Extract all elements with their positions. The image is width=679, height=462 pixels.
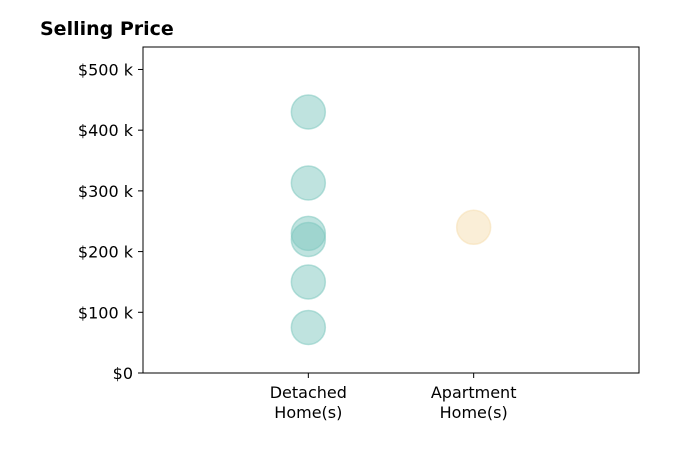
y-tick-label: $400 k (78, 121, 134, 140)
y-tick-label: $500 k (78, 60, 134, 79)
y-tick-label: $300 k (78, 182, 134, 201)
chart-title: Selling Price (40, 18, 174, 40)
x-tick-label: Apartment Home(s) (431, 383, 517, 422)
data-point (290, 309, 327, 346)
data-point (290, 165, 327, 201)
y-tick-label: $200 k (78, 243, 134, 262)
x-tick-label: Detached Home(s) (270, 383, 347, 422)
plot-frame (142, 46, 640, 374)
data-point (290, 94, 327, 130)
data-point (290, 221, 327, 258)
data-point (290, 264, 327, 300)
y-tick-label: $0 (113, 364, 133, 383)
y-tick-label: $100 k (78, 303, 134, 322)
data-point (455, 209, 492, 246)
plot-area: $0 $100 k $200 k $300 k $400 k $500 k Detached… (78, 46, 640, 422)
